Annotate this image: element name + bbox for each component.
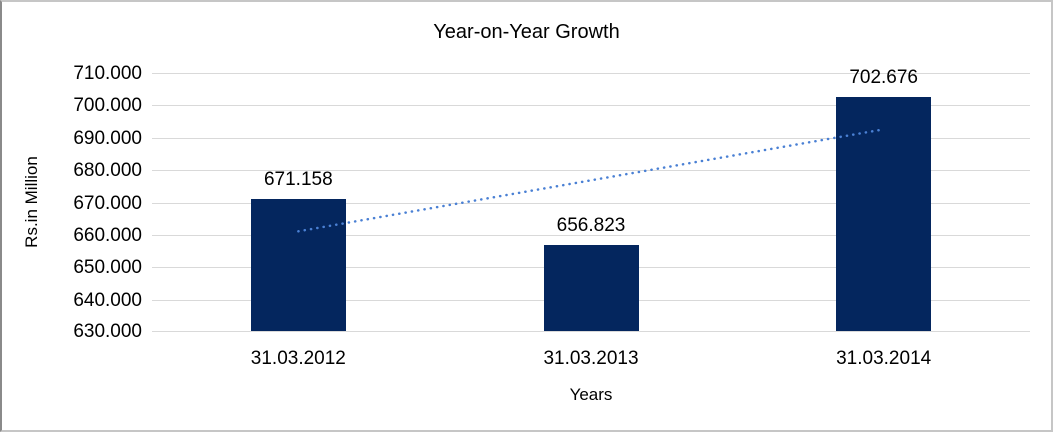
y-axis-tick-labels: 710.000 700.000 690.000 680.000 670.000 660.0… [2,64,142,341]
bar-31.03.2013 [543,245,639,331]
plot-area: 671.158 656.823 702.676 [152,67,1030,332]
y-tick-label: 640.000 [73,289,142,311]
x-axis-title: Years [569,385,613,404]
y-tick-label: 670.000 [73,192,142,214]
x-category-label: 31.03.2012 [250,348,346,369]
gridline [152,73,1030,74]
x-axis-category-labels: 31.03.2012 31.03.2013 31.03.2014 [152,348,1030,370]
y-tick-label: 630.000 [73,321,142,342]
x-category-label: 31.03.2014 [836,348,932,369]
bar-value-label: 702.676 [849,66,918,88]
y-tick-label: 680.000 [73,160,142,182]
chart-title: Year-on-Year Growth [433,21,620,43]
bar-31.03.2014 [836,96,932,331]
gridline [152,234,1030,236]
y-tick-label: 700.000 [73,95,142,117]
y-tick-label: 710.000 [73,63,142,84]
x-category-label: 31.03.2013 [543,348,639,369]
bar-value-label: 671.158 [263,168,333,190]
gridline [152,105,1030,107]
y-tick-label: 690.000 [73,127,142,149]
gridline [152,331,1030,332]
y-tick-label: 650.000 [73,257,142,279]
y-tick-label: 660.000 [73,224,142,246]
bar-value-label: 656.823 [556,215,626,237]
bar-31.03.2012 [250,198,346,331]
